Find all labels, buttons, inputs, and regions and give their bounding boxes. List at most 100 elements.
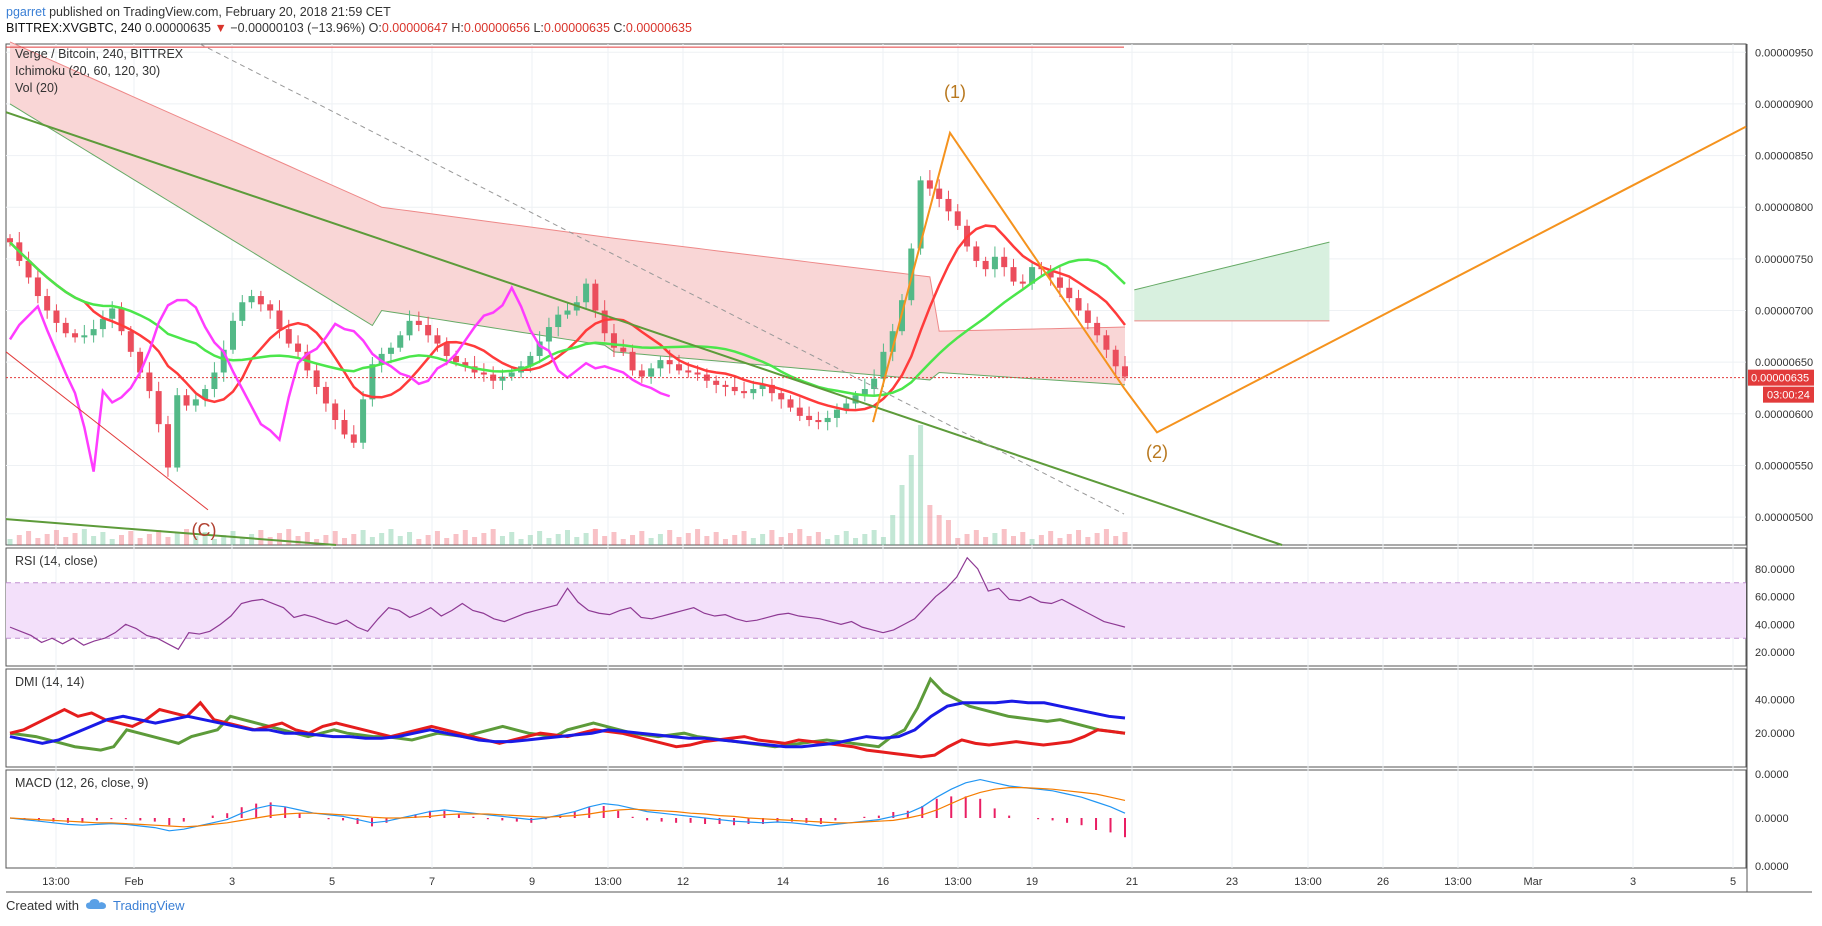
candle-body (629, 351, 636, 371)
volume-bar (1103, 529, 1109, 545)
candle-body (434, 335, 441, 344)
candle-body (871, 378, 878, 390)
volume-bar (741, 531, 747, 545)
candle-body (25, 260, 32, 278)
volume-bar (704, 536, 710, 545)
candle-body (183, 395, 190, 406)
volume-bar (481, 533, 487, 545)
dmi-plus-line (9, 676, 1126, 752)
volume-bar (853, 538, 859, 545)
candle-body (360, 399, 367, 443)
volume-bar (202, 532, 208, 545)
volume-bar (156, 530, 162, 545)
volume-bar (518, 539, 524, 545)
candle-body (954, 211, 961, 226)
volume-bar (1020, 532, 1026, 545)
volume-bar (360, 530, 366, 545)
volume-bar (639, 531, 645, 545)
candle-body (1084, 310, 1091, 323)
ichimoku-chikou-line (8, 285, 671, 472)
volume-bar (369, 537, 375, 545)
volume-bar (258, 530, 264, 545)
candle-body (750, 389, 757, 394)
price-tick-label: 0.00000900 (1755, 99, 1813, 111)
candle-body (768, 384, 775, 394)
author-link[interactable]: pgarret (6, 5, 46, 19)
legend-rsi: RSI (14, close) (15, 554, 98, 568)
candle-body (387, 347, 394, 354)
volume-bar (425, 535, 431, 545)
volume-bar (908, 455, 914, 545)
candle-body (787, 399, 794, 408)
ohlc-open: 0.00000647 (381, 21, 448, 35)
volume-bar (1085, 537, 1091, 545)
volume-bar (379, 533, 385, 545)
volume-bar (722, 539, 728, 545)
volume-bar (574, 537, 580, 545)
candle-body (1112, 349, 1119, 367)
candle-body (109, 308, 116, 319)
candle-body (1122, 366, 1128, 377)
volume-bar (899, 485, 905, 545)
price-tick-label: 0.00000600 (1755, 409, 1813, 421)
candle-body (638, 370, 645, 377)
time-tick-label: Mar (1524, 876, 1543, 888)
macd-tick-label: 0.0000 (1755, 813, 1789, 825)
time-tick-label: 13:00 (1444, 876, 1472, 888)
price-tick-label: 0.00000950 (1755, 47, 1813, 59)
rsi-line (9, 556, 1126, 651)
wave-label: (C) (192, 520, 217, 540)
macd-pane (5, 769, 1747, 869)
volume-bar (314, 539, 320, 545)
time-tick-label: 7 (429, 876, 435, 888)
volume-bar (1048, 531, 1054, 545)
volume-bar (797, 529, 803, 545)
volume-bar (249, 534, 255, 545)
candle-body (815, 420, 822, 423)
volume-bar (778, 537, 784, 545)
tradingview-link[interactable]: TradingView (112, 898, 185, 913)
volume-bar (100, 532, 106, 545)
volume-bar (221, 535, 227, 545)
symbol-label: BITTREX:XVGBTC, 240 (6, 21, 142, 35)
candle-body (99, 318, 106, 330)
candle-body (1047, 269, 1054, 278)
candle-body (657, 360, 664, 369)
candle-body (34, 277, 41, 297)
footer: Created with TradingView (6, 898, 185, 913)
volume-bar (63, 537, 69, 545)
candle-body (555, 314, 562, 328)
volume-bar (119, 535, 124, 545)
volume-bar (407, 532, 413, 545)
rsi-tick-label: 40.0000 (1755, 619, 1795, 631)
candle-body (676, 364, 682, 371)
volume-bar (565, 530, 570, 545)
time-tick-label: 5 (329, 876, 335, 888)
volume-bar (583, 533, 589, 545)
volume-bar (26, 531, 32, 545)
trendline-dashed (199, 43, 1125, 515)
volume-bar (1057, 538, 1063, 545)
volume-bar (416, 539, 422, 545)
volume-bar (992, 533, 998, 545)
adx-line (9, 699, 1126, 749)
volume-bar (973, 530, 979, 545)
volume-bar (732, 535, 738, 545)
time-tick-label: 3 (229, 876, 235, 888)
volume-bar (1029, 539, 1035, 545)
volume-bar (276, 533, 282, 545)
volume-bar (434, 531, 440, 545)
volume-bar (16, 535, 22, 545)
candle-body (527, 355, 534, 367)
candle-body (406, 320, 413, 336)
candle-body (1001, 256, 1008, 268)
volume-bar (667, 530, 673, 545)
candle-body (81, 335, 88, 338)
volume-bar (174, 533, 180, 545)
rsi-tick-label: 20.0000 (1755, 647, 1795, 659)
volume-bar (397, 536, 403, 545)
candle-body (824, 417, 831, 423)
candle-body (545, 327, 552, 342)
wave-label: (1) (944, 82, 966, 102)
